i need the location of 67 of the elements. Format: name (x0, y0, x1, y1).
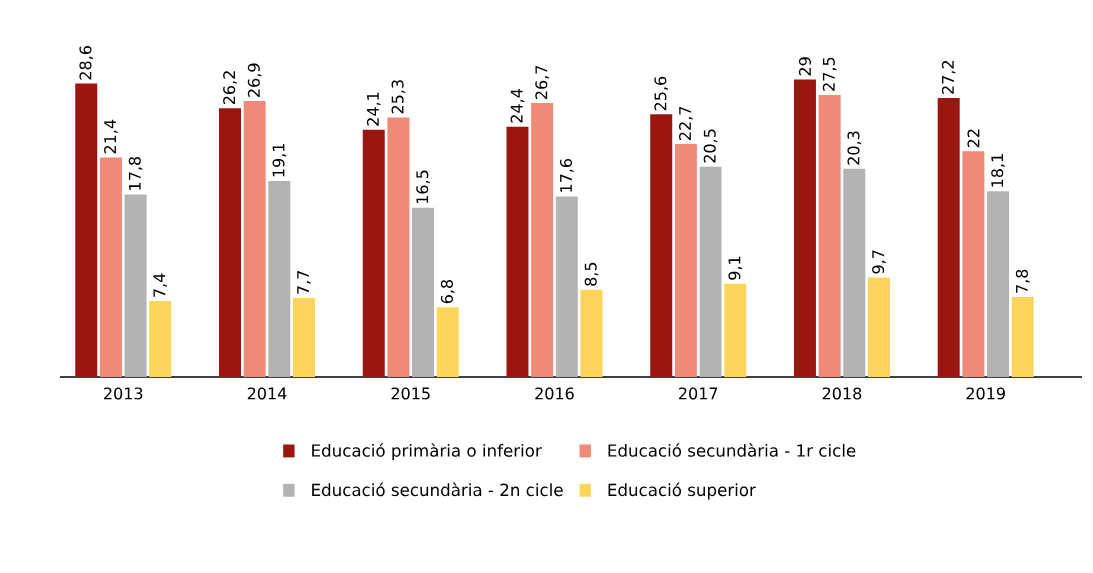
data-label: 17,6 (559, 158, 574, 192)
data-label: 20,5 (703, 129, 718, 163)
bar (987, 191, 1010, 377)
bar (937, 97, 960, 377)
legend-label: Educació secundària - 1r cicle (608, 443, 856, 457)
bar (149, 301, 172, 377)
bar (793, 79, 816, 377)
bar (818, 94, 841, 377)
data-label: 21,4 (104, 119, 118, 154)
data-label: 26,7 (535, 65, 550, 99)
data-label: 7,7 (297, 271, 311, 294)
legend-label: Educació secundària - 2n cicle (312, 482, 563, 497)
data-label: 29 (798, 57, 812, 76)
bar (555, 196, 578, 377)
bar (412, 207, 435, 377)
data-label: 9,7 (872, 250, 886, 274)
data-label: 24,4 (510, 89, 525, 123)
bar (674, 144, 697, 377)
data-label: 25,3 (391, 80, 406, 114)
x-tick-label: 2013 (104, 387, 143, 400)
x-tick-label: 2016 (535, 387, 574, 400)
x-tick-label: 2019 (966, 387, 1005, 400)
bar (218, 108, 241, 377)
bar (362, 129, 385, 377)
data-label: 20,3 (847, 131, 862, 165)
data-label: 9,1 (728, 256, 743, 280)
data-label: 26,2 (223, 71, 237, 105)
bar (962, 151, 985, 377)
bar (1011, 296, 1034, 377)
data-label: 27,2 (941, 61, 956, 94)
bar (99, 157, 122, 377)
x-tick-label: 2015 (391, 387, 430, 400)
data-label: 17,8 (128, 156, 143, 190)
data-label: 27,5 (822, 57, 837, 91)
data-label: 26,9 (247, 63, 262, 97)
bar (843, 168, 866, 377)
bar (699, 166, 722, 377)
x-tick-label: 2018 (822, 387, 862, 400)
bar (243, 101, 266, 377)
data-label: 18,1 (991, 154, 1005, 187)
bar (650, 114, 673, 377)
bar (387, 117, 410, 377)
legend-label: Educació primària o inferior (312, 443, 542, 461)
data-label: 22,7 (679, 106, 693, 141)
data-label: 19,1 (272, 143, 287, 177)
bar (268, 181, 291, 377)
data-label: 7,4 (153, 273, 168, 297)
bar (531, 103, 554, 377)
bar (124, 194, 147, 377)
data-label: 28,6 (79, 46, 94, 80)
data-label: 6,8 (440, 279, 455, 304)
x-tick-label: 2014 (247, 387, 287, 400)
data-label: 8,5 (584, 262, 599, 286)
bar (867, 277, 890, 377)
data-label: 16,5 (416, 170, 430, 204)
bar (580, 289, 603, 377)
bar (292, 298, 315, 377)
x-tick-label: 2017 (679, 387, 718, 400)
data-label: 25,6 (654, 76, 669, 111)
bar (75, 83, 98, 377)
legend-label: Educació superior (608, 482, 756, 500)
data-label: 22 (967, 129, 980, 148)
bar (724, 283, 747, 377)
data-label: 7,8 (1015, 269, 1030, 293)
data-label: 24,1 (366, 92, 381, 126)
bar (506, 126, 529, 377)
bar (436, 307, 459, 377)
